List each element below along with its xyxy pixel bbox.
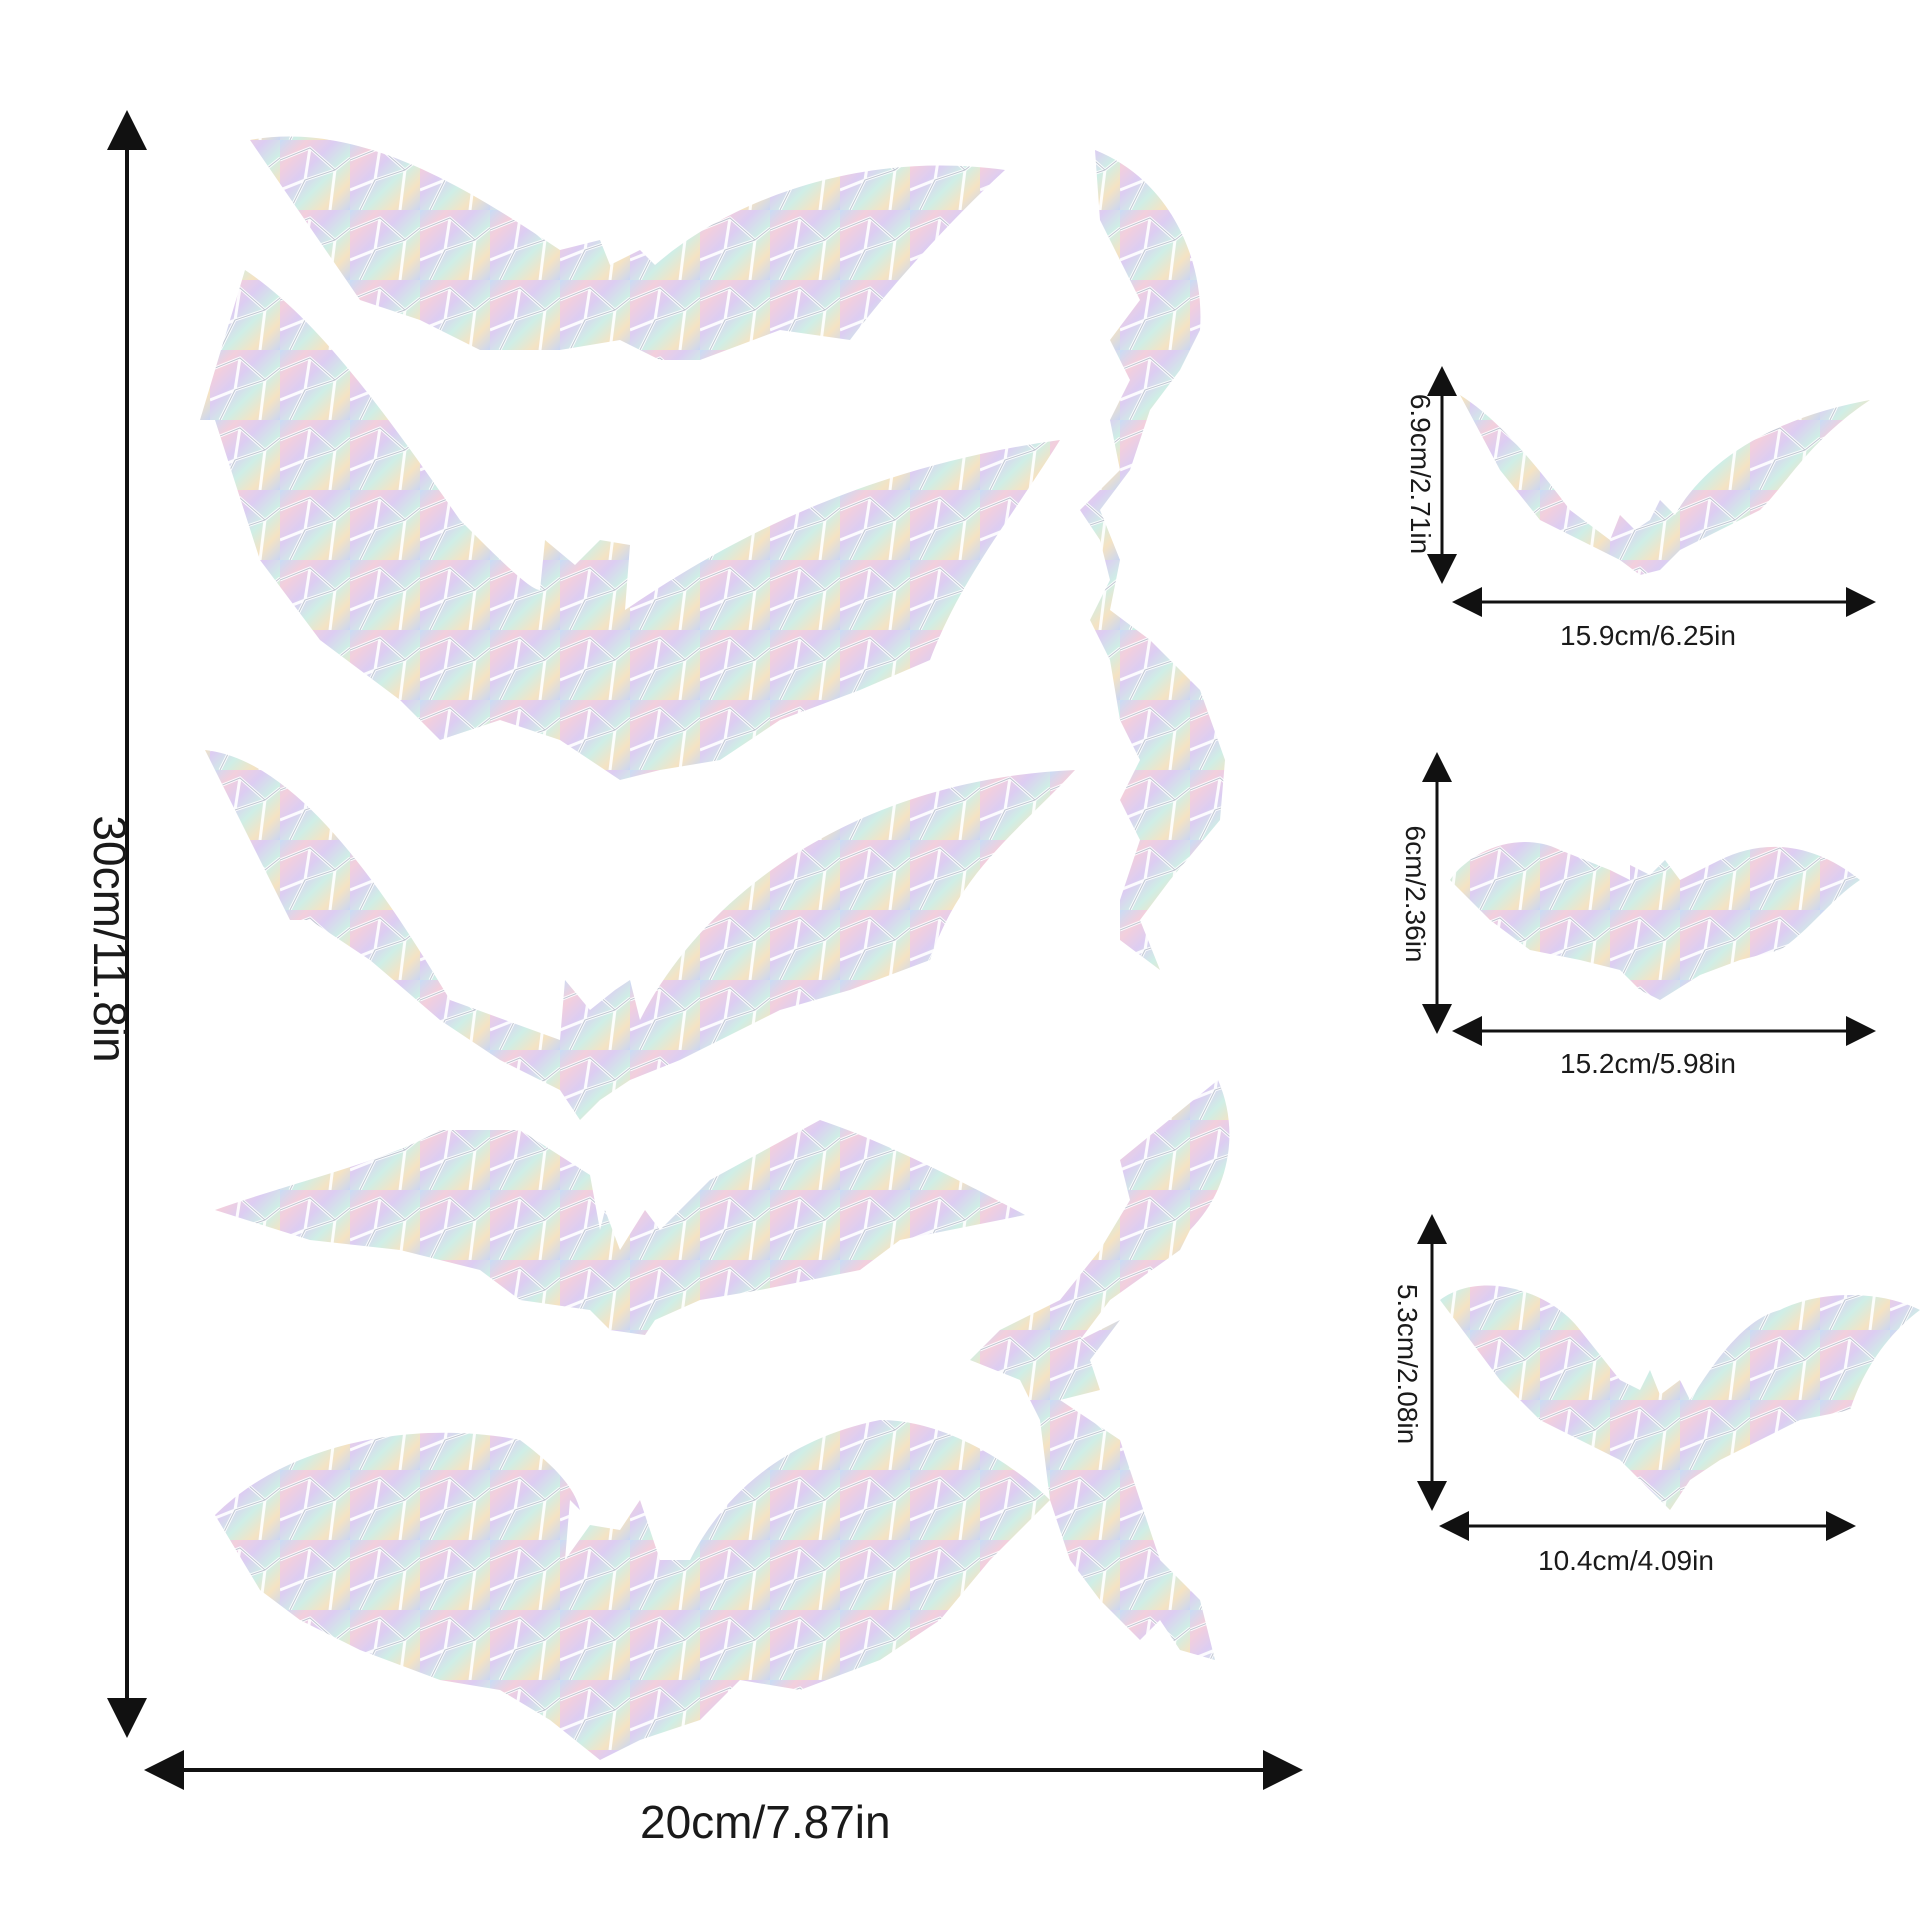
bat3-width-label: 10.4cm/4.09in [1538,1545,1714,1576]
bat-preview-1 [1460,395,1870,575]
bat-sticker-6 [1080,150,1225,970]
sheet-height-label: 30cm/11.8in [84,815,136,1063]
bat-sticker-7 [970,1080,1230,1660]
bat1-height-label: 6.9cm/2.71in [1405,393,1436,555]
bat1-width-label: 15.9cm/6.25in [1560,620,1736,651]
sheet-width-label: 20cm/7.87in [640,1796,891,1848]
bat-sticker-5 [215,1420,1050,1760]
bat-sticker-2 [200,270,1060,780]
bat-sticker-1 [250,136,1005,360]
bat2-width-label: 15.2cm/5.98in [1560,1048,1736,1079]
bat3-height-label: 5.3cm/2.08in [1392,1283,1423,1445]
bat-sticker-3 [205,750,1075,1120]
bat-sticker-4 [215,1120,1025,1335]
bat-preview-3 [1440,1285,1920,1510]
bat-preview-2 [1450,841,1860,1000]
bat2-height-label: 6cm/2.36in [1400,825,1431,963]
